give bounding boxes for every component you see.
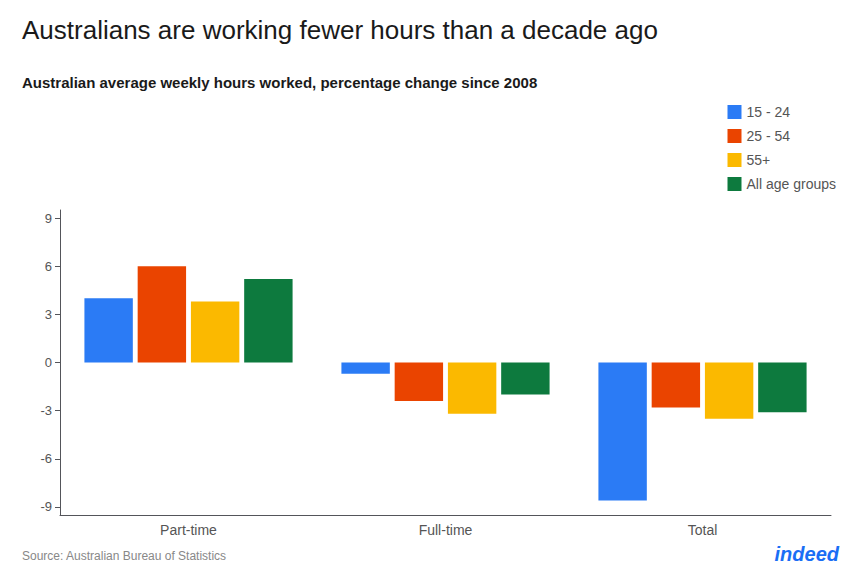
svg-text:15 - 24: 15 - 24 bbox=[746, 104, 790, 120]
svg-text:25 - 54: 25 - 54 bbox=[746, 128, 790, 144]
svg-text:-6: -6 bbox=[40, 451, 52, 466]
svg-text:Australians are working fewer: Australians are working fewer hours than… bbox=[22, 15, 658, 45]
svg-text:Source: Australian Bureau of S: Source: Australian Bureau of Statistics bbox=[22, 549, 226, 563]
svg-text:indeed: indeed bbox=[775, 543, 840, 565]
svg-text:3: 3 bbox=[45, 307, 52, 322]
svg-text:-9: -9 bbox=[40, 499, 52, 514]
svg-text:Part-time: Part-time bbox=[160, 522, 217, 538]
svg-text:0: 0 bbox=[45, 355, 52, 370]
svg-text:Full-time: Full-time bbox=[419, 522, 473, 538]
svg-text:All age groups: All age groups bbox=[746, 176, 836, 192]
svg-text:Total: Total bbox=[688, 522, 718, 538]
svg-text:-3: -3 bbox=[40, 403, 52, 418]
svg-text:9: 9 bbox=[45, 211, 52, 226]
svg-text:55+: 55+ bbox=[746, 152, 770, 168]
svg-text:6: 6 bbox=[45, 259, 52, 274]
svg-text:Australian average weekly hour: Australian average weekly hours worked, … bbox=[22, 74, 537, 91]
